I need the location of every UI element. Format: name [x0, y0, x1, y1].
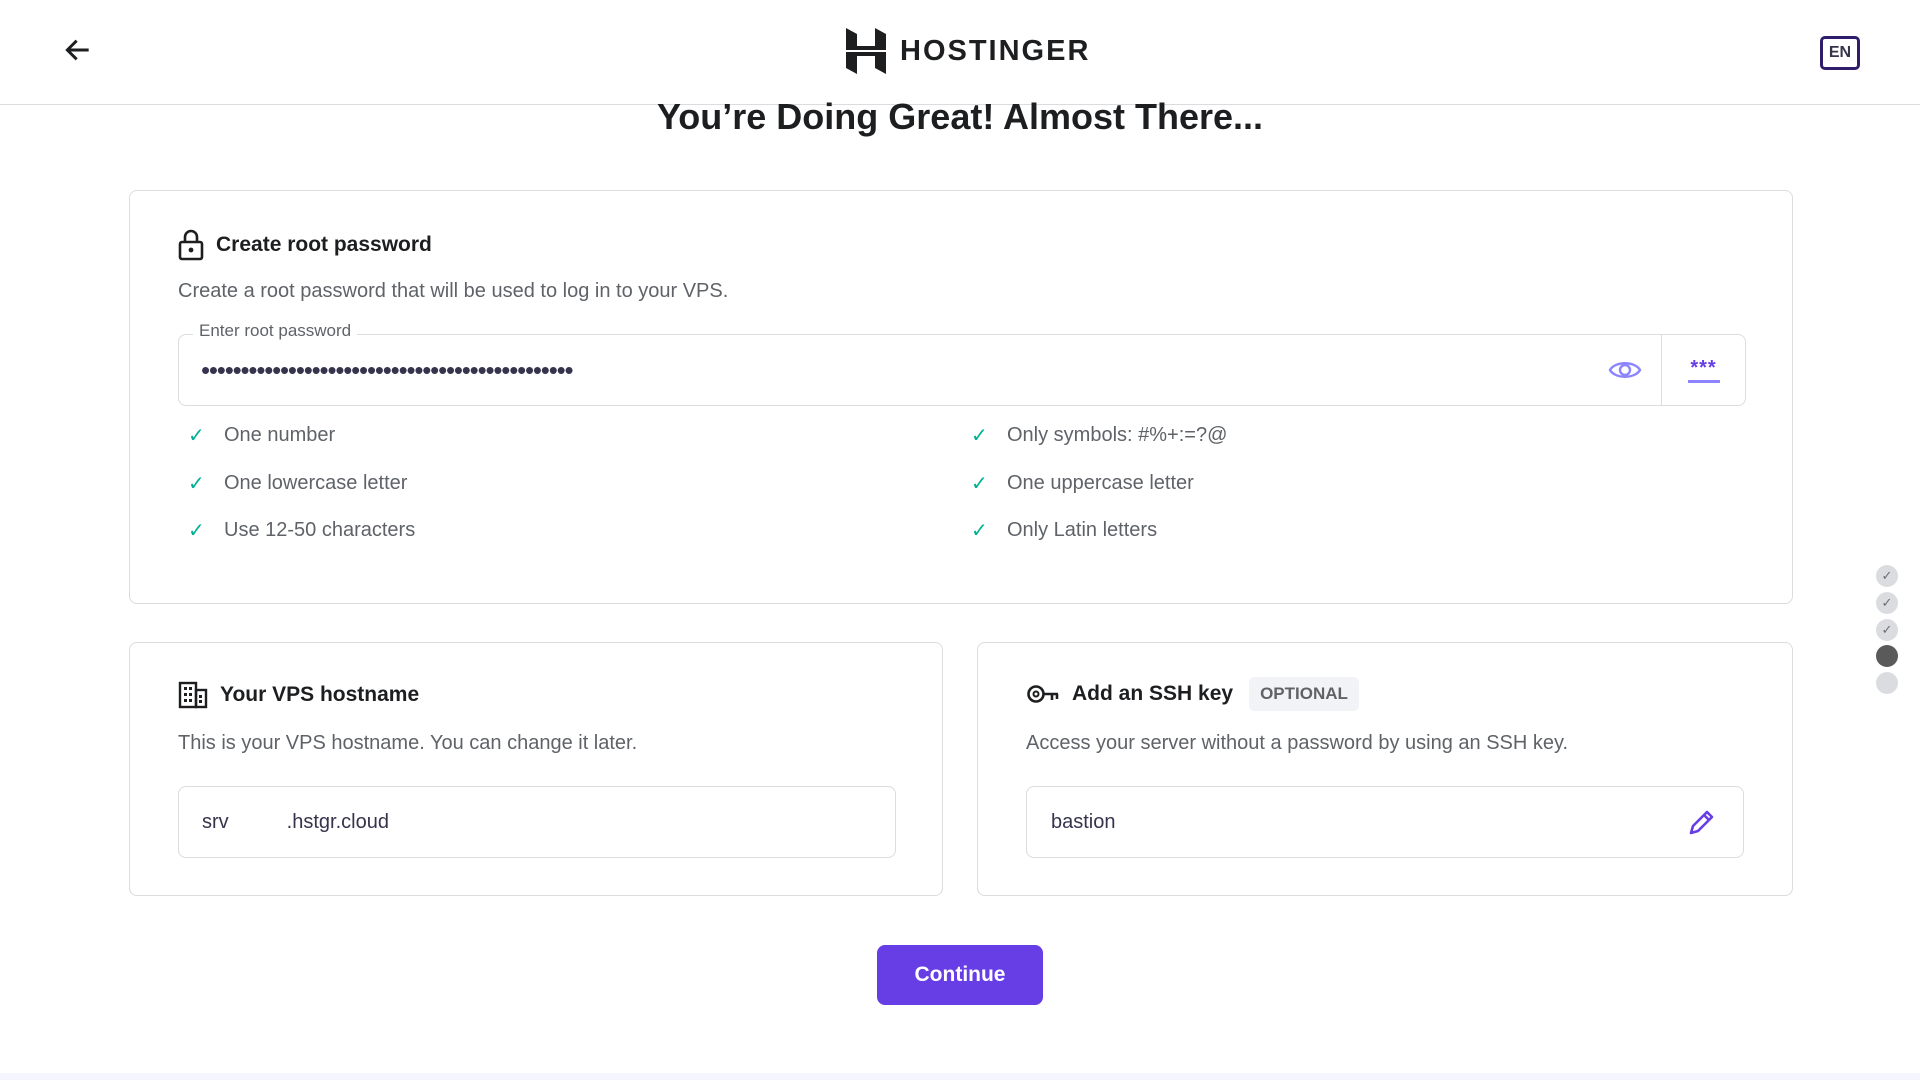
heading-text: Your VPS hostname: [220, 683, 420, 706]
root-password-input[interactable]: Enter root password ••••••••••••••••••••…: [178, 321, 1746, 406]
check-icon: ✓: [971, 425, 988, 447]
requirement-item: ✓ Only symbols: #%+:=?@: [971, 423, 1227, 448]
page-title: You’re Doing Great! Almost There...: [656, 96, 1264, 137]
requirement-item: ✓ One uppercase letter: [971, 471, 1194, 496]
masked-password: ••••••••••••••••••••••••••••••••••••••••…: [201, 355, 574, 385]
hostname-prefix: srv: [202, 810, 229, 833]
check-icon: ✓: [1881, 622, 1893, 637]
key-icon: [1027, 685, 1059, 703]
root-password-card: Create root password Create a root passw…: [129, 190, 1793, 604]
ssh-key-card: Add an SSH key OPTIONAL Access your serv…: [977, 642, 1793, 896]
check-icon: ✓: [188, 425, 205, 447]
brand-name: HOSTINGER: [900, 34, 1091, 67]
card-heading: Your VPS hostname: [178, 681, 419, 709]
heading-text: Add an SSH key: [1072, 682, 1234, 705]
requirement-item: ✓ One number: [188, 423, 335, 448]
card-description: Create a root password that will be used…: [178, 280, 729, 302]
back-arrow-icon[interactable]: [62, 34, 94, 66]
card-description: This is your VPS hostname. You can chang…: [178, 732, 638, 754]
card-description: Access your server without a password by…: [1026, 732, 1569, 754]
step-indicator-done: ✓: [1876, 592, 1898, 614]
logo: HOSTINGER: [846, 28, 1090, 74]
continue-button[interactable]: Continue: [877, 945, 1043, 1005]
hostinger-logo-icon: [846, 28, 886, 74]
requirement-item: ✓ Only Latin letters: [971, 518, 1157, 543]
generate-underline: [1687, 379, 1720, 383]
requirement-text: One uppercase letter: [1007, 472, 1194, 494]
hostname-suffix: .hstgr.cloud: [286, 810, 389, 833]
requirement-text: Only symbols: #%+:=?@: [1007, 424, 1228, 446]
step-indicator-done: ✓: [1876, 619, 1898, 641]
requirement-text: Only Latin letters: [1007, 519, 1158, 541]
requirement-item: ✓ One lowercase letter: [188, 471, 407, 496]
step-indicator-current: [1876, 645, 1898, 667]
requirement-text: One lowercase letter: [224, 472, 408, 494]
hostname-card: Your VPS hostname This is your VPS hostn…: [129, 642, 943, 896]
requirement-item: ✓ Use 12-50 characters: [188, 518, 415, 543]
check-icon: ✓: [1881, 595, 1893, 610]
edit-pencil-icon[interactable]: [1687, 807, 1717, 837]
ssh-key-field[interactable]: bastion: [1026, 786, 1744, 858]
footer-strip: [0, 1073, 1920, 1080]
generate-icon-text: ***: [1690, 356, 1717, 379]
check-icon: ✓: [188, 473, 205, 495]
step-indicator-pending: [1876, 672, 1898, 694]
ssh-key-value: bastion: [1051, 810, 1116, 833]
field-label: Enter root password: [193, 321, 358, 341]
check-icon: ✓: [188, 520, 205, 542]
check-icon: ✓: [971, 473, 988, 495]
check-icon: ✓: [1881, 568, 1893, 583]
heading-text: Create root password: [216, 233, 432, 256]
header: HOSTINGER EN: [0, 0, 1920, 105]
optional-badge: OPTIONAL: [1249, 677, 1359, 711]
card-heading: Add an SSH key OPTIONAL: [1026, 677, 1359, 711]
check-icon: ✓: [971, 520, 988, 542]
generate-password-button[interactable]: ***: [1661, 335, 1745, 405]
building-icon: [178, 681, 208, 709]
step-indicator-done: ✓: [1876, 565, 1898, 587]
requirement-text: One number: [224, 424, 336, 446]
language-selector[interactable]: EN: [1820, 36, 1860, 70]
hostname-input[interactable]: srv .hstgr.cloud: [178, 786, 896, 858]
card-heading: Create root password: [178, 229, 432, 261]
requirement-text: Use 12-50 characters: [224, 519, 416, 541]
show-password-eye-icon[interactable]: [1608, 355, 1642, 385]
lock-icon: [178, 229, 204, 261]
